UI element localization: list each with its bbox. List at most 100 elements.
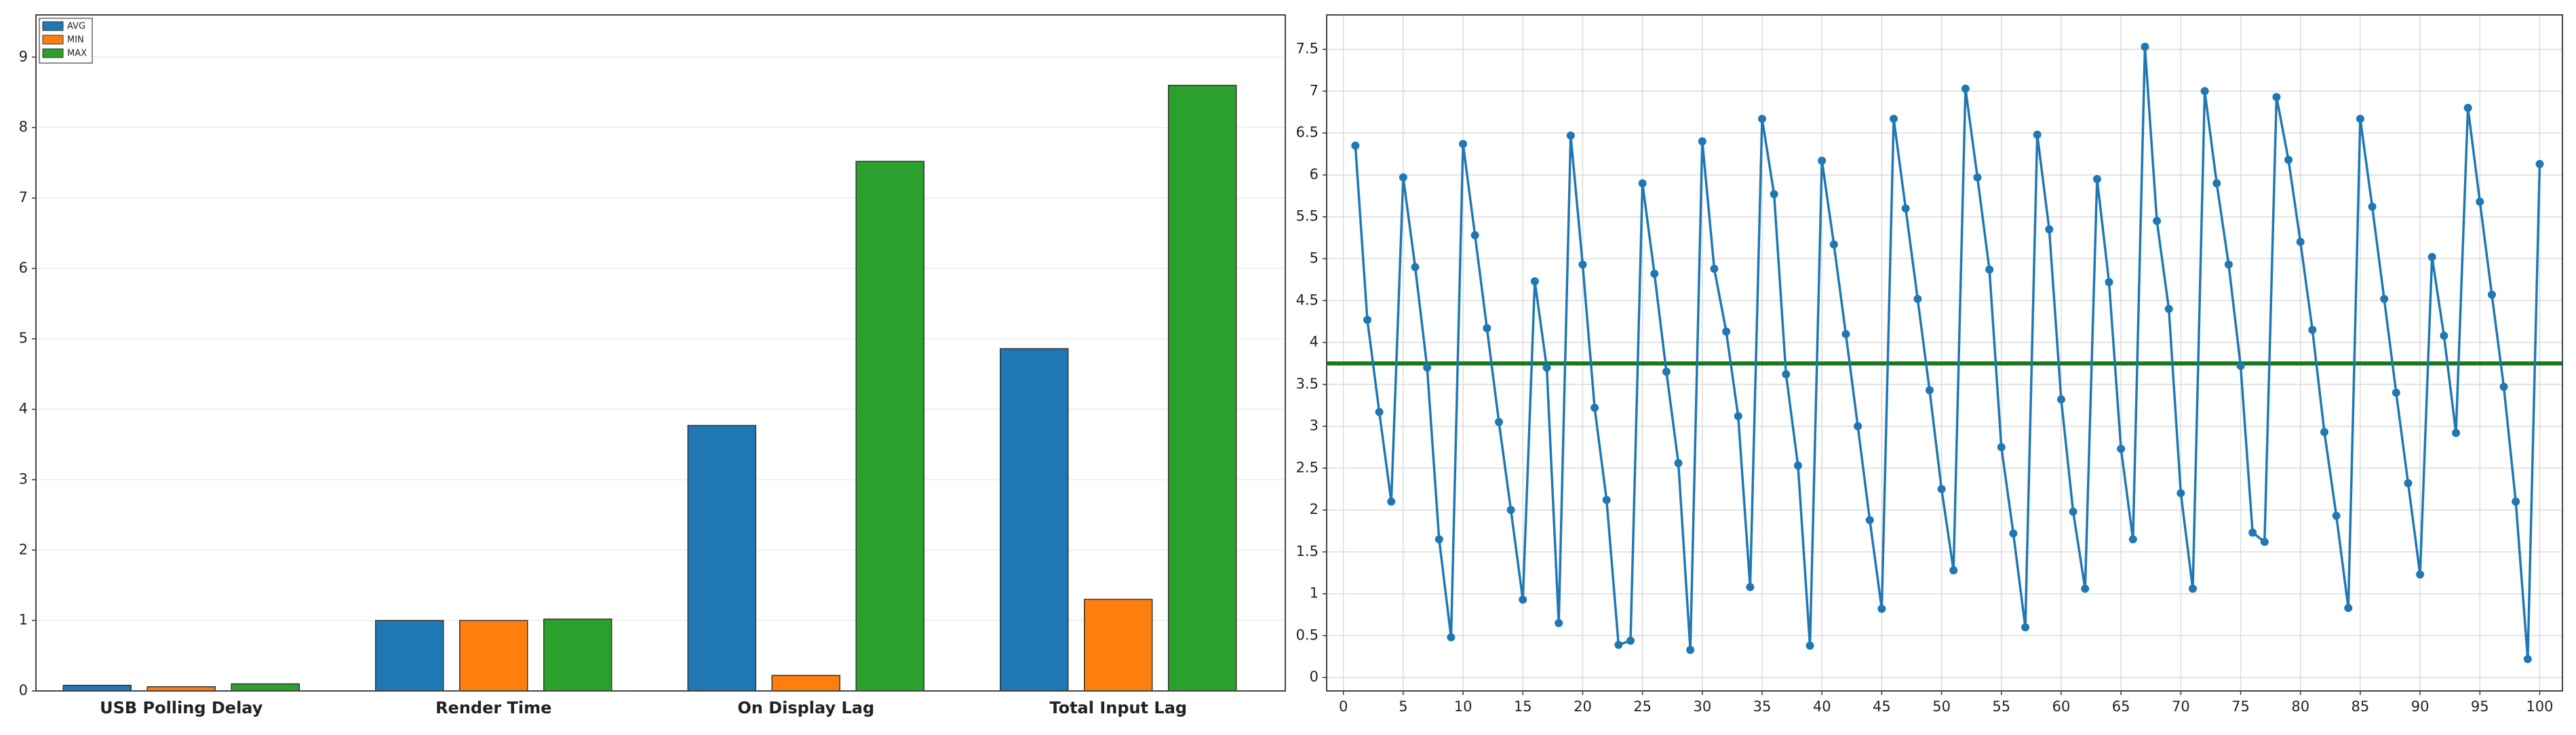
line-point xyxy=(2452,429,2461,437)
line-point xyxy=(2499,382,2508,391)
x-tick-label: 20 xyxy=(1574,698,1592,715)
y-tick-label: 5 xyxy=(1310,250,1319,266)
x-tick-label: 40 xyxy=(1813,698,1831,715)
line-point xyxy=(2440,332,2448,340)
bar xyxy=(1000,348,1069,692)
line-point xyxy=(2021,623,2030,632)
line-point xyxy=(2320,428,2329,437)
line-point xyxy=(2523,655,2532,664)
line-point xyxy=(2380,294,2389,303)
line-point xyxy=(2476,197,2484,206)
line-point xyxy=(1746,582,1755,591)
bar xyxy=(855,161,924,692)
legend-label: MIN xyxy=(67,35,84,45)
bar xyxy=(231,683,300,692)
x-tick-label: 90 xyxy=(2411,698,2429,715)
x-tick-label: 30 xyxy=(1693,698,1711,715)
x-tick-label: 85 xyxy=(2351,698,2370,715)
x-tick-label: USB Polling Delay xyxy=(100,698,263,717)
line-point xyxy=(1591,403,1599,412)
line-point xyxy=(1997,443,2006,452)
line-point xyxy=(1782,370,1791,379)
line-point xyxy=(2260,538,2269,547)
y-tick-label: 2 xyxy=(1310,501,1319,517)
line-point xyxy=(2105,278,2113,287)
line-point xyxy=(2117,444,2126,453)
line-point xyxy=(2356,115,2364,123)
y-tick-label: 4 xyxy=(1310,334,1319,350)
bar xyxy=(375,620,444,692)
line-point xyxy=(2009,529,2018,538)
plot-frame xyxy=(1326,14,2563,692)
y-tick-label: 0.5 xyxy=(1296,627,1319,643)
line-point xyxy=(1841,330,1850,338)
y-tick-label: 4.5 xyxy=(1296,292,1319,308)
line-point xyxy=(1351,141,1360,150)
line-point xyxy=(2332,511,2341,520)
y-tick-label: 9 xyxy=(19,48,28,64)
line-point xyxy=(2081,584,2090,593)
x-tick-label: On Display Lag xyxy=(737,698,874,717)
line-point xyxy=(1483,324,1491,333)
line-point xyxy=(1411,262,1420,271)
y-tick-label: 7 xyxy=(1310,82,1319,98)
x-tick-label: 10 xyxy=(1454,698,1472,715)
line-point xyxy=(1818,156,1827,165)
x-tick-label: 55 xyxy=(1992,698,2010,715)
x-tick-label: 35 xyxy=(1753,698,1772,715)
line-point xyxy=(1674,458,1683,467)
line-point xyxy=(1494,418,1503,426)
line-point xyxy=(1447,633,1456,641)
line-point xyxy=(2535,159,2544,168)
line-point xyxy=(1865,515,1874,524)
bar xyxy=(771,675,840,692)
x-tick-label: 80 xyxy=(2291,698,2309,715)
line-point xyxy=(1890,115,1898,123)
line-point xyxy=(1722,327,1731,336)
x-tick-label: 15 xyxy=(1514,698,1532,715)
y-tick-label: 0 xyxy=(19,682,28,698)
x-tick-label: 25 xyxy=(1633,698,1652,715)
line-point xyxy=(2141,42,2149,51)
line-point xyxy=(1602,496,1611,504)
bar xyxy=(687,424,756,692)
legend-label: MAX xyxy=(67,49,87,59)
line-point xyxy=(2308,325,2317,334)
line-point xyxy=(1973,173,1982,182)
line-point xyxy=(1578,260,1587,269)
y-tick-label: 1 xyxy=(19,612,28,628)
line-point xyxy=(2368,202,2377,211)
line-point xyxy=(1770,190,1778,199)
line-point xyxy=(2045,225,2054,234)
line-point xyxy=(1519,595,1527,604)
y-tick-label: 0 xyxy=(1310,669,1319,685)
x-tick-label: Render Time xyxy=(435,698,551,717)
line-point xyxy=(1614,641,1623,650)
line-point xyxy=(1913,294,1922,303)
legend-swatch xyxy=(42,35,64,45)
line-point xyxy=(1470,231,1479,239)
line-point xyxy=(1985,265,1994,274)
line-point xyxy=(1901,204,1910,213)
line-point xyxy=(2188,584,2197,593)
line-point xyxy=(2056,395,2065,404)
y-tick-label: 2.5 xyxy=(1296,459,1319,475)
y-tick-label: 1 xyxy=(1310,585,1319,601)
line-point xyxy=(1662,368,1671,376)
line-point xyxy=(2296,237,2305,246)
plot-frame xyxy=(35,14,1286,692)
line-point xyxy=(2069,507,2077,516)
line-point xyxy=(1793,461,1802,470)
y-tick-label: 6 xyxy=(19,260,28,276)
line-point xyxy=(1423,363,1432,372)
line-point xyxy=(2344,603,2353,612)
y-tick-label: 6 xyxy=(1310,166,1319,182)
line-point xyxy=(1459,140,1468,148)
line-point xyxy=(1698,137,1706,146)
line-point xyxy=(2487,290,2496,299)
y-tick-label: 4 xyxy=(19,401,28,417)
line-point xyxy=(1806,641,1814,650)
